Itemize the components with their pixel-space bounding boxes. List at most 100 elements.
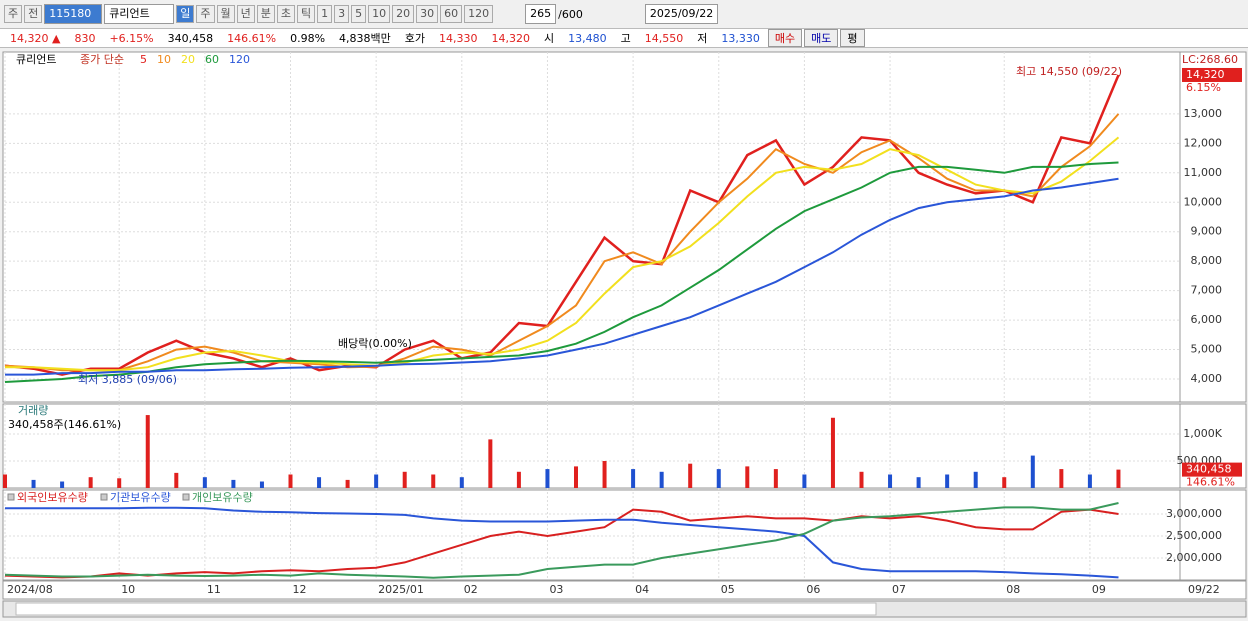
period-button[interactable]: 초	[276, 5, 295, 23]
x-tick-label: 09	[1092, 583, 1106, 596]
quote-item: 340,458	[167, 31, 214, 45]
quote-item: 호가	[404, 32, 426, 45]
interval-button[interactable]: 60	[440, 5, 463, 23]
volume-bar	[174, 472, 179, 488]
quote-item[interactable]: 매도	[804, 29, 839, 47]
high-annotation: 최고 14,550 (09/22)	[1016, 65, 1122, 78]
volume-bar	[345, 479, 350, 488]
bar-count[interactable]: 265	[525, 4, 557, 24]
stock-code[interactable]: 115180	[44, 4, 103, 24]
series-line	[4, 74, 1120, 376]
quote-item: 0.98%	[290, 31, 326, 45]
period-button[interactable]: 일	[176, 5, 195, 23]
quote-item: 13,480	[568, 31, 607, 45]
toolbar-button[interactable]: 전	[24, 5, 43, 23]
volume-bar	[1116, 469, 1121, 488]
x-tick-label: 08	[1006, 583, 1020, 596]
x-tick-label: 02	[464, 583, 478, 596]
interval-button[interactable]: 20	[392, 5, 415, 23]
volume-bar	[288, 474, 293, 488]
volume-bar	[545, 469, 550, 488]
period-button[interactable]: 분	[256, 5, 275, 23]
volume-bar	[60, 481, 65, 488]
volume-bar	[574, 466, 578, 488]
interval-button[interactable]: 5	[351, 5, 367, 23]
volume-bar	[117, 478, 122, 488]
volume-bar	[402, 471, 407, 488]
volume-bar	[202, 477, 207, 488]
panel	[2, 403, 1247, 489]
x-axis-band	[2, 580, 1247, 600]
series-line	[4, 113, 1120, 372]
quote-item: 4,838백만	[339, 32, 391, 45]
quote-item: 14,550	[644, 31, 684, 45]
volume-last: 340,458	[1186, 463, 1232, 476]
interval-button[interactable]: 10	[368, 5, 391, 23]
volume-bar	[88, 477, 93, 488]
volume-bar	[916, 477, 921, 488]
y-tick-label: 6,000	[1191, 313, 1223, 326]
y-tick-label: 2,500,000	[1166, 529, 1222, 542]
quote-item: 시	[544, 32, 555, 45]
volume-bar	[631, 469, 636, 488]
y-tick-label: 9,000	[1191, 225, 1223, 238]
x-tick-label: 12	[293, 583, 307, 596]
quote-item[interactable]: 매수	[767, 29, 803, 47]
y-tick-label: 10,000	[1184, 195, 1223, 208]
volume-bar	[516, 471, 521, 488]
volume-change: 146.61%	[1186, 476, 1235, 489]
series-line	[4, 508, 1119, 579]
series-line	[5, 136, 1120, 372]
scroll-thumb[interactable]	[15, 602, 877, 616]
volume-bar	[802, 474, 807, 488]
volume-bar	[973, 471, 978, 488]
legend-entry: 외국인보유수량	[17, 491, 88, 504]
legend-entry: 개인보유수량	[192, 491, 253, 504]
y-tick-label: 8,000	[1191, 254, 1223, 267]
period-button[interactable]: 주	[196, 5, 215, 23]
period-button[interactable]: 년	[236, 5, 255, 23]
interval-button[interactable]: 3	[334, 5, 350, 23]
volume-bar	[3, 474, 7, 488]
toolbar-button[interactable]: 주	[4, 5, 23, 23]
volume-bar	[659, 471, 664, 488]
interval-button[interactable]: 1	[317, 5, 333, 23]
stock-label: 큐리언트	[16, 53, 56, 66]
x-tick-label: 06	[806, 583, 820, 596]
lc-label: LC:268.60	[1182, 53, 1238, 66]
volume-bar	[145, 415, 150, 488]
period-button[interactable]: 월	[216, 5, 235, 23]
interval-button[interactable]: 30	[416, 5, 439, 23]
interval-button[interactable]: 120	[464, 5, 494, 23]
quote-item: 13,330	[721, 31, 760, 45]
volume-bar	[231, 479, 236, 488]
volume-bar	[488, 439, 493, 488]
series-line	[4, 502, 1119, 579]
volume-bar	[716, 469, 721, 488]
volume-bar	[945, 474, 950, 488]
y-tick-label: 12,000	[1184, 136, 1223, 149]
y-tick-label: 7,000	[1191, 284, 1223, 297]
quote-item[interactable]: 평	[840, 29, 865, 47]
last-price-tag	[1182, 67, 1242, 82]
volume-tag	[1182, 462, 1242, 477]
last-price: 14,320	[1186, 68, 1225, 81]
legend-swatch	[182, 493, 190, 501]
legend-swatch	[7, 493, 15, 501]
date-input[interactable]: 2025/09/22	[644, 4, 719, 24]
x-tick-label: 05	[721, 583, 735, 596]
volume-bar	[459, 477, 464, 488]
y-tick-label: 1,000K	[1183, 427, 1222, 440]
stock-name[interactable]: 큐리언트	[104, 4, 175, 24]
x-tick-label: 2025/01	[378, 583, 424, 596]
y-tick-label: 4,000	[1191, 372, 1223, 385]
volume-bar	[602, 460, 607, 488]
x-tick-label: 07	[892, 583, 906, 596]
dividend-annotation: 배당락(0.00%)	[338, 337, 412, 350]
volume-bar	[1002, 477, 1007, 488]
series-line	[4, 161, 1119, 383]
quote-item: 830	[74, 31, 96, 45]
period-button[interactable]: 틱	[297, 5, 316, 23]
volume-subtitle: 340,458주(146.61%)	[8, 418, 121, 431]
